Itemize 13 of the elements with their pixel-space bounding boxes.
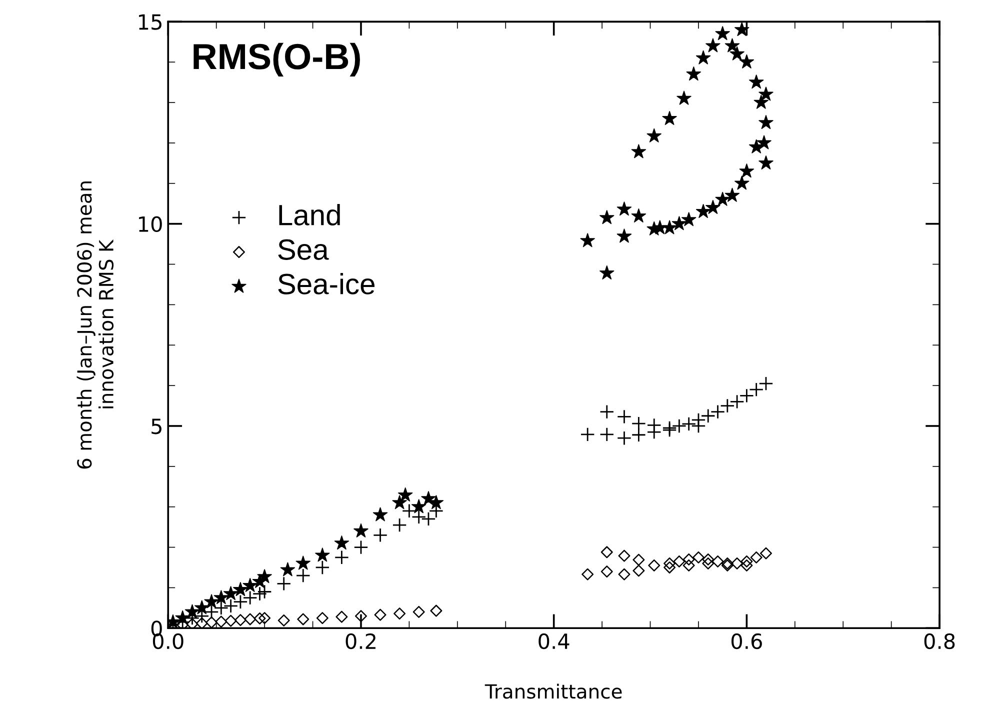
y-tick-label: 15 [139, 14, 162, 30]
legend-label: Sea-ice [278, 273, 374, 294]
x-tick-label: 0.4 [538, 633, 570, 650]
y-axis-title: 6 month (Jan–Jun 2006) mean innovation RMS K [76, 182, 114, 469]
y-tick-label: 10 [139, 216, 162, 232]
x-axis-title: Transmittance [484, 684, 622, 699]
x-tick-label: 0.8 [924, 633, 955, 650]
y-tick-label: 5 [152, 418, 162, 434]
x-tick-label: 0.2 [346, 633, 376, 650]
legend-label: Sea [278, 239, 329, 260]
text: RMS(O-B) [194, 42, 360, 77]
legend-label: Land [279, 204, 340, 226]
x-tick-label: 0.6 [732, 633, 762, 650]
